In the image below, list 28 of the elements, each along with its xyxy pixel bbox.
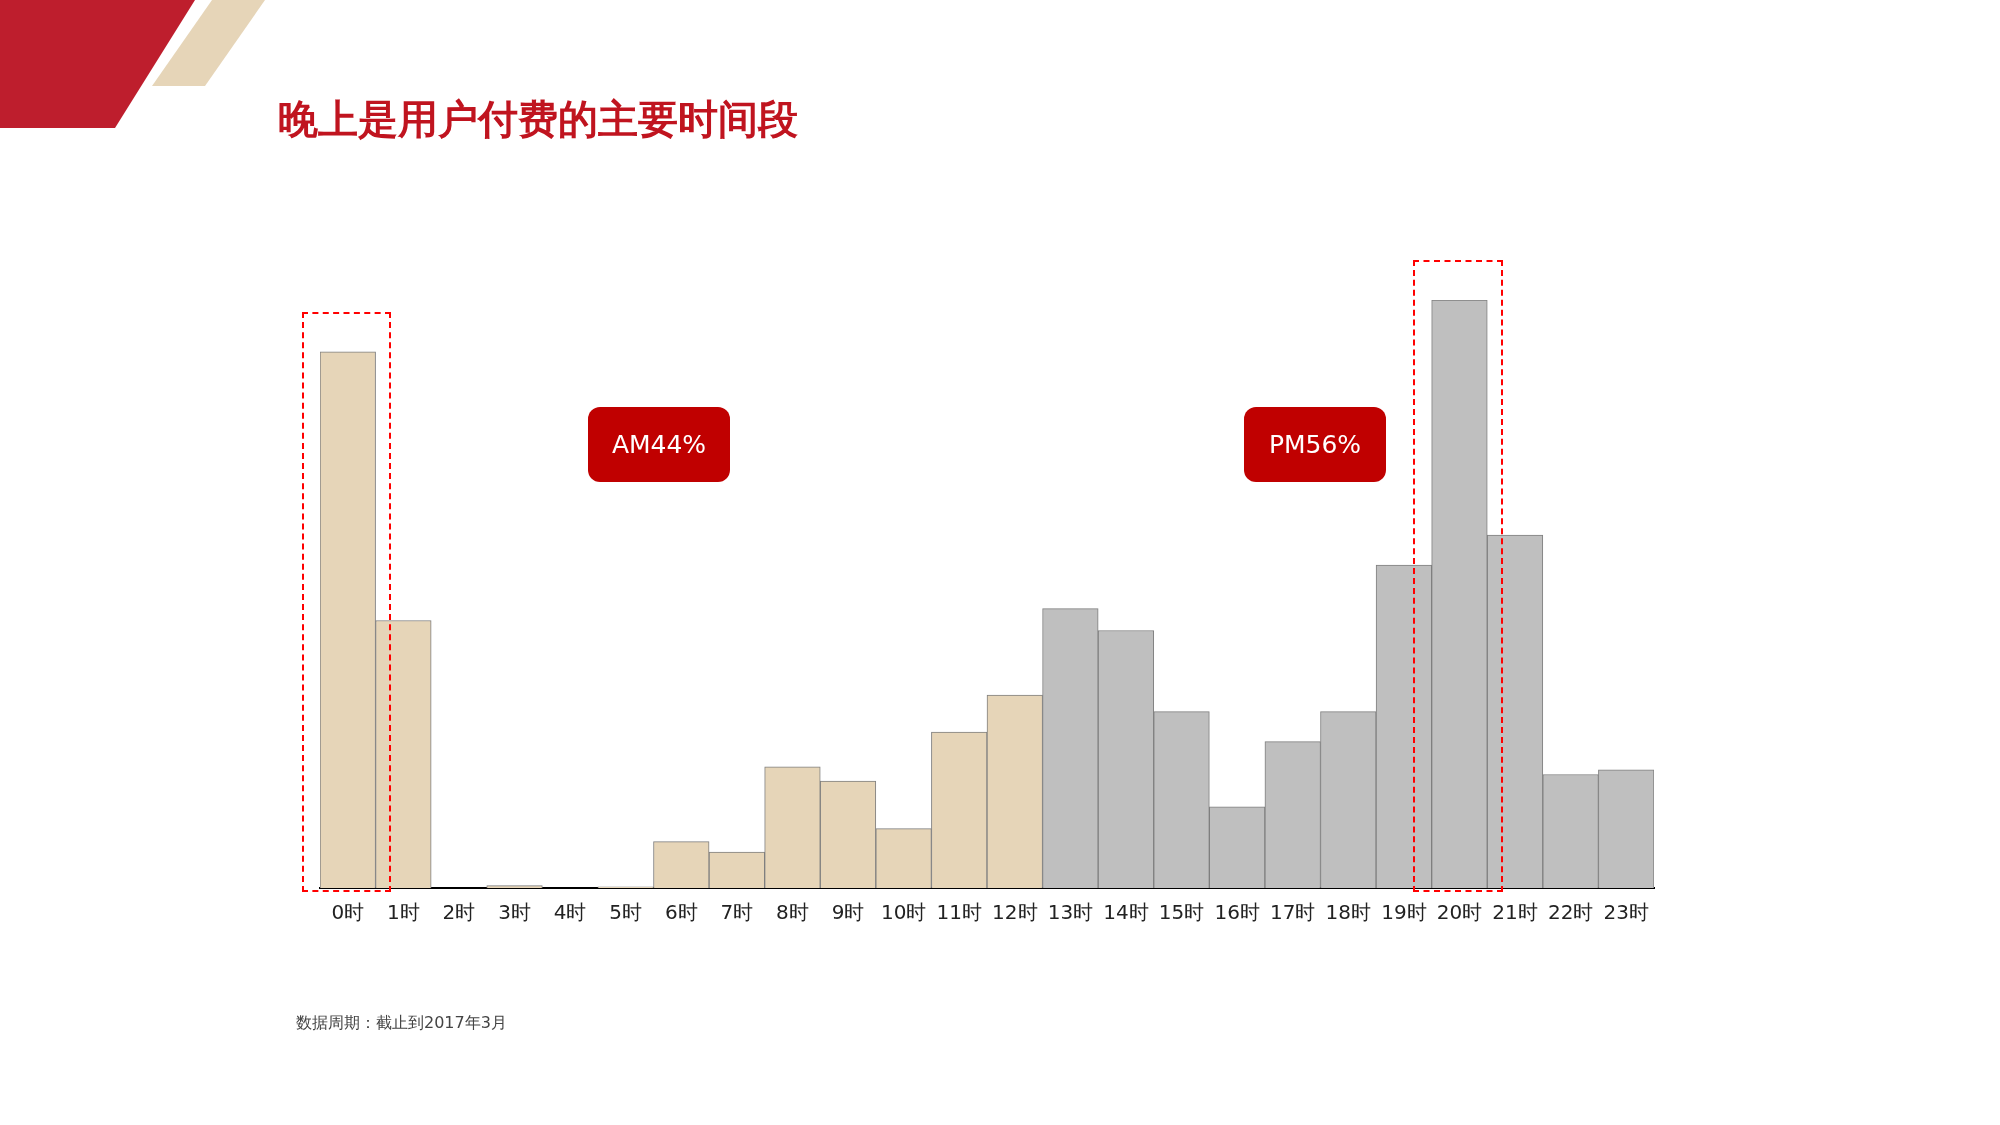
x-tick-label: 21时 [1492,900,1538,925]
x-tick-label: 23时 [1603,900,1649,925]
x-tick-label: 6时 [664,900,698,925]
x-tick-label: 11时 [936,900,982,925]
annotation: PM56% [1244,407,1386,482]
x-tick-label: 10时 [880,900,927,925]
x-tick-label: 12时 [992,900,1038,925]
x-tick-label: 16时 [1214,900,1260,925]
x-tick-label: 4时 [553,900,587,925]
x-tick-label: 8时 [776,900,809,925]
text: 数据周期：截止到2017年3月 [296,1013,507,1034]
x-tick-label: 17时 [1269,900,1316,925]
x-tick-label: 3时 [498,900,531,925]
x-tick-label: 18时 [1325,900,1372,925]
x-tick-label: 2时 [442,900,476,925]
x-tick-label: 13时 [1047,900,1094,925]
x-tick-label: 19时 [1381,900,1427,925]
x-tick-label: 7时 [720,900,754,925]
x-tick-label: 1时 [387,900,420,925]
x-tick-label: 9时 [831,900,865,925]
annotation: AM44% [588,407,730,482]
chart-title: 晚上是用户付费的主要时间段 [278,95,798,144]
x-tick-label: 15时 [1158,900,1205,925]
x-tick-label: 22时 [1547,900,1594,925]
x-tick-label: 14时 [1103,900,1149,925]
x-tick-label: 20时 [1436,900,1483,925]
x-tick-label: 0时 [331,900,365,925]
x-tick-label: 5时 [609,900,643,925]
